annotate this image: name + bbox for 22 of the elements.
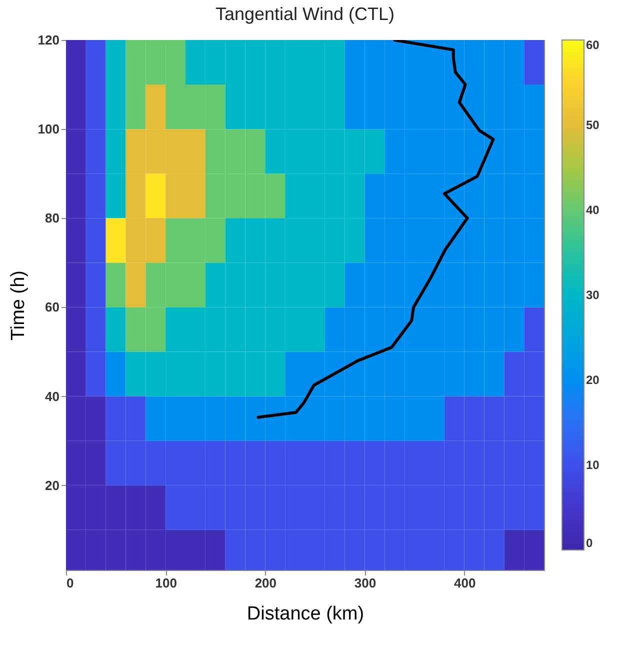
x-tick-label: 100 bbox=[155, 576, 177, 590]
x-axis-title: Distance (km) bbox=[246, 604, 364, 624]
line-series bbox=[256, 40, 495, 419]
x-tick-label: 400 bbox=[454, 576, 476, 590]
x-tick-label: 300 bbox=[354, 576, 376, 590]
color-bar-label: 20 bbox=[586, 373, 600, 387]
x-tick-label: 200 bbox=[254, 576, 277, 590]
y-tick-label: 40 bbox=[45, 388, 60, 404]
color-bar-label: 40 bbox=[586, 203, 600, 217]
y-axis-title: Time (h) bbox=[8, 270, 29, 341]
color-bar-label: 50 bbox=[586, 118, 600, 132]
chart-title: Tangential Wind (CTL) bbox=[215, 4, 395, 24]
color-bar-label: 0 bbox=[586, 536, 593, 550]
color-bar-label: 30 bbox=[586, 288, 600, 302]
color-bar-label: 60 bbox=[586, 38, 600, 52]
color-bar-label: 10 bbox=[586, 458, 600, 472]
y-tick-label: 60 bbox=[45, 300, 60, 315]
x-tick-label: 0 bbox=[66, 576, 74, 590]
y-tick-label: 20 bbox=[45, 478, 60, 493]
y-tick-label: 80 bbox=[45, 210, 60, 226]
y-tick-label: 120 bbox=[38, 32, 60, 48]
y-tick-label: 100 bbox=[38, 122, 60, 137]
